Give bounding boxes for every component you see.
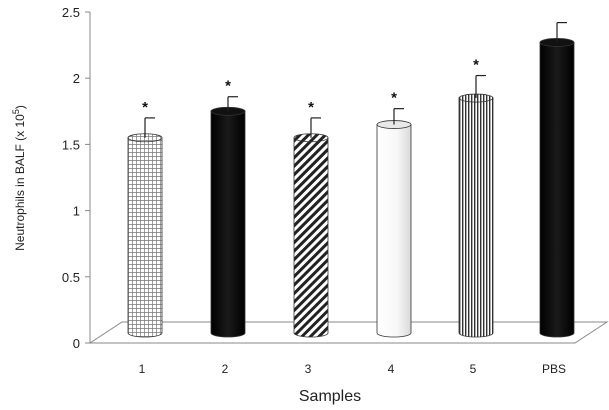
- bar-2: *: [210, 78, 246, 338]
- y-axis-title: Neutrophils in BALF (x 105): [11, 105, 27, 251]
- significance-marker: *: [225, 78, 231, 95]
- y-ticks: 0 0.5 1 1.5 2 2.5: [62, 5, 90, 351]
- bar-5: *: [458, 57, 494, 338]
- x-category-label: 2: [222, 362, 229, 376]
- bar-PBS: [539, 21, 575, 338]
- significance-marker: *: [142, 99, 148, 116]
- significance-marker: *: [308, 99, 314, 116]
- x-category-label: 4: [388, 362, 395, 376]
- significance-marker: *: [473, 57, 479, 74]
- y-tick-label: 2: [73, 71, 80, 86]
- bar-4: *: [376, 90, 412, 338]
- bar-body: [458, 97, 494, 338]
- significance-marker: *: [391, 90, 397, 107]
- bar-3: *: [293, 99, 329, 338]
- bar-body: [127, 137, 163, 338]
- bar-body: [210, 110, 246, 338]
- x-category-label: 1: [139, 362, 146, 376]
- x-category-label: 3: [305, 362, 312, 376]
- x-category-label: PBS: [542, 362, 566, 376]
- y-tick-label: 0.5: [62, 270, 80, 285]
- y-tick-label: 1.5: [62, 137, 80, 152]
- bar-1: *: [127, 99, 163, 338]
- x-category-label: 5: [470, 362, 477, 376]
- bar-body: [293, 137, 329, 338]
- y-tick-label: 0: [73, 336, 80, 351]
- bar-body: [376, 124, 412, 338]
- x-categories: 1 2 3 4 5 PBS: [139, 362, 566, 376]
- chart-floor: [88, 321, 609, 344]
- x-axis-title: Samples: [299, 388, 361, 405]
- y-tick-label: 1: [73, 204, 80, 219]
- bar-body: [539, 42, 575, 338]
- bars: * * * * *: [127, 21, 575, 338]
- y-tick-label: 2.5: [62, 5, 80, 20]
